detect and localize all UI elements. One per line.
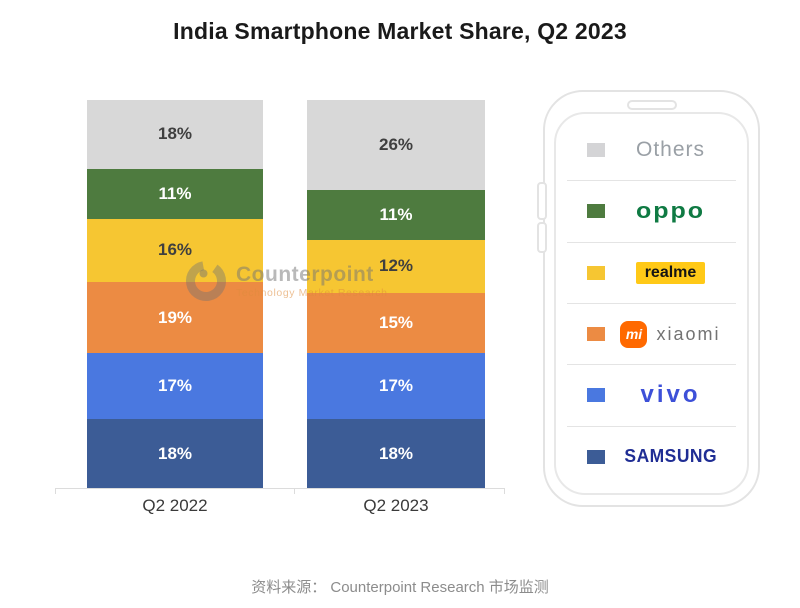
legend-row-vivo: vivo — [567, 365, 736, 427]
axis-tick — [504, 489, 505, 494]
bar-value-label: 26% — [378, 135, 414, 155]
bar-segment-realme-q2-2023: 12% — [307, 240, 485, 293]
axis-tick — [55, 489, 56, 494]
bar-value-label: 19% — [157, 307, 193, 327]
oppo-logo: oppo — [635, 198, 706, 224]
source-caption: 资料来源： Counterpoint Research 市场监测 — [251, 579, 549, 596]
volume-up-button-icon — [537, 182, 547, 220]
phone-frame: Others oppo realme mi xiaomi vivo SAMSUN… — [537, 90, 760, 507]
bar-value-label: 17% — [157, 376, 193, 396]
bar-segment-xiaomi-q2-2023: 15% — [307, 292, 485, 354]
legend-row-others: Others — [567, 120, 736, 182]
bar-segment-others-q2-2023: 26% — [307, 100, 485, 191]
legend-row-samsung: SAMSUNG — [567, 427, 736, 487]
swatch-samsung — [587, 449, 605, 464]
bar-value-label: 18% — [157, 443, 193, 463]
bar-segment-others-q2-2022: 18% — [87, 100, 263, 169]
bar-segment-samsung-q2-2023: 18% — [307, 419, 485, 489]
legend-row-oppo: oppo — [567, 181, 736, 243]
realme-logo-badge: realme — [635, 261, 706, 284]
bar-segment-vivo-q2-2023: 17% — [307, 353, 485, 420]
swatch-oppo — [587, 204, 605, 219]
plot-area: 18% 11% 16% 19% 17% 18% 26% 11% 12% 15% 17% 18% — [55, 98, 505, 494]
swatch-realme — [587, 265, 605, 280]
bar-segment-vivo-q2-2022: 17% — [87, 353, 263, 420]
bar-value-label: 11% — [158, 183, 192, 203]
vivo-logo: vivo — [640, 381, 701, 409]
bar-value-label: 16% — [157, 240, 193, 260]
swatch-others — [587, 143, 605, 158]
bar-segment-xiaomi-q2-2022: 19% — [87, 281, 263, 354]
legend-row-xiaomi: mi xiaomi — [567, 304, 736, 366]
xiaomi-mi-logo-icon: mi — [620, 320, 648, 348]
category-label-q2-2023: Q2 2023 — [363, 496, 429, 515]
bar-value-label: 18% — [378, 443, 414, 463]
volume-down-button-icon — [537, 222, 547, 253]
phone-speaker-icon — [626, 100, 677, 110]
swatch-xiaomi — [587, 327, 605, 342]
others-label: Others — [635, 138, 706, 162]
bar-segment-oppo-q2-2023: 11% — [307, 190, 485, 241]
phone-screen: Others oppo realme mi xiaomi vivo SAMSUN… — [554, 112, 749, 495]
bar-value-label: 15% — [378, 312, 414, 332]
page-title: India Smartphone Market Share, Q2 2023 — [173, 18, 627, 44]
bar-segment-realme-q2-2022: 16% — [87, 218, 263, 282]
swatch-vivo — [587, 388, 605, 403]
xiaomi-wordmark: xiaomi — [656, 323, 721, 344]
bar-value-label: 18% — [157, 124, 193, 144]
bar-segment-oppo-q2-2022: 11% — [87, 168, 263, 219]
samsung-logo: SAMSUNG — [624, 446, 717, 467]
category-label-q2-2022: Q2 2022 — [142, 496, 208, 515]
bar-value-label: 17% — [378, 376, 414, 396]
x-axis-line — [55, 488, 505, 489]
axis-tick — [293, 489, 295, 494]
bar-column-q2-2022: 18% 11% 16% 19% 17% 18% — [87, 100, 263, 489]
bar-value-label: 12% — [378, 256, 414, 276]
bar-value-label: 11% — [379, 205, 413, 225]
bar-segment-samsung-q2-2022: 18% — [87, 419, 263, 489]
bar-column-q2-2023: 26% 11% 12% 15% 17% 18% — [307, 100, 485, 489]
legend-row-realme: realme — [567, 243, 736, 304]
